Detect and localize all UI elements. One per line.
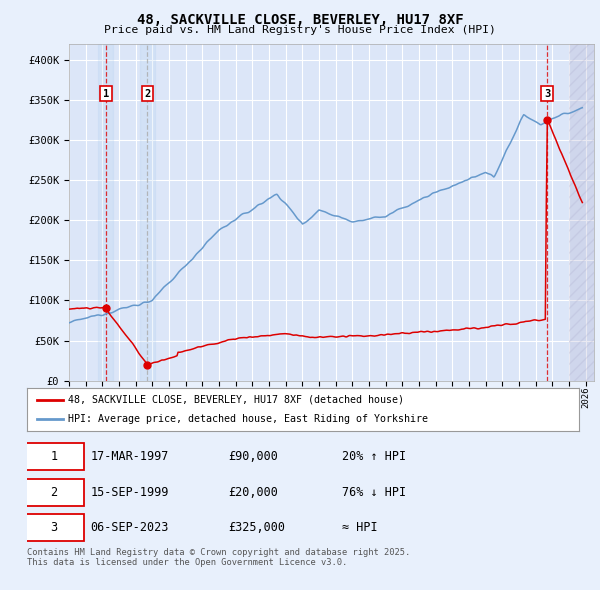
Text: 76% ↓ HPI: 76% ↓ HPI [341, 486, 406, 499]
Text: £90,000: £90,000 [229, 450, 278, 463]
Text: 2: 2 [50, 486, 58, 499]
Text: 17-MAR-1997: 17-MAR-1997 [91, 450, 169, 463]
Text: 1: 1 [103, 89, 109, 99]
Text: 1: 1 [50, 450, 58, 463]
Text: Price paid vs. HM Land Registry's House Price Index (HPI): Price paid vs. HM Land Registry's House … [104, 25, 496, 35]
Bar [569, 44, 594, 381]
Text: HPI: Average price, detached house, East Riding of Yorkshire: HPI: Average price, detached house, East… [68, 414, 428, 424]
FancyBboxPatch shape [24, 514, 84, 541]
Text: 2: 2 [145, 89, 151, 99]
Text: ≈ HPI: ≈ HPI [341, 521, 377, 534]
Bar [98, 44, 113, 381]
Text: £325,000: £325,000 [229, 521, 286, 534]
Text: 15-SEP-1999: 15-SEP-1999 [91, 486, 169, 499]
Text: 3: 3 [50, 521, 58, 534]
Text: 48, SACKVILLE CLOSE, BEVERLEY, HU17 8XF: 48, SACKVILLE CLOSE, BEVERLEY, HU17 8XF [137, 13, 463, 27]
FancyBboxPatch shape [24, 443, 84, 470]
Text: 06-SEP-2023: 06-SEP-2023 [91, 521, 169, 534]
FancyBboxPatch shape [24, 478, 84, 506]
Bar [140, 44, 155, 381]
Text: Contains HM Land Registry data © Crown copyright and database right 2025.
This d: Contains HM Land Registry data © Crown c… [27, 548, 410, 567]
Text: 20% ↑ HPI: 20% ↑ HPI [341, 450, 406, 463]
Text: £20,000: £20,000 [229, 486, 278, 499]
Text: 48, SACKVILLE CLOSE, BEVERLEY, HU17 8XF (detached house): 48, SACKVILLE CLOSE, BEVERLEY, HU17 8XF … [68, 395, 404, 405]
Text: 3: 3 [544, 89, 550, 99]
